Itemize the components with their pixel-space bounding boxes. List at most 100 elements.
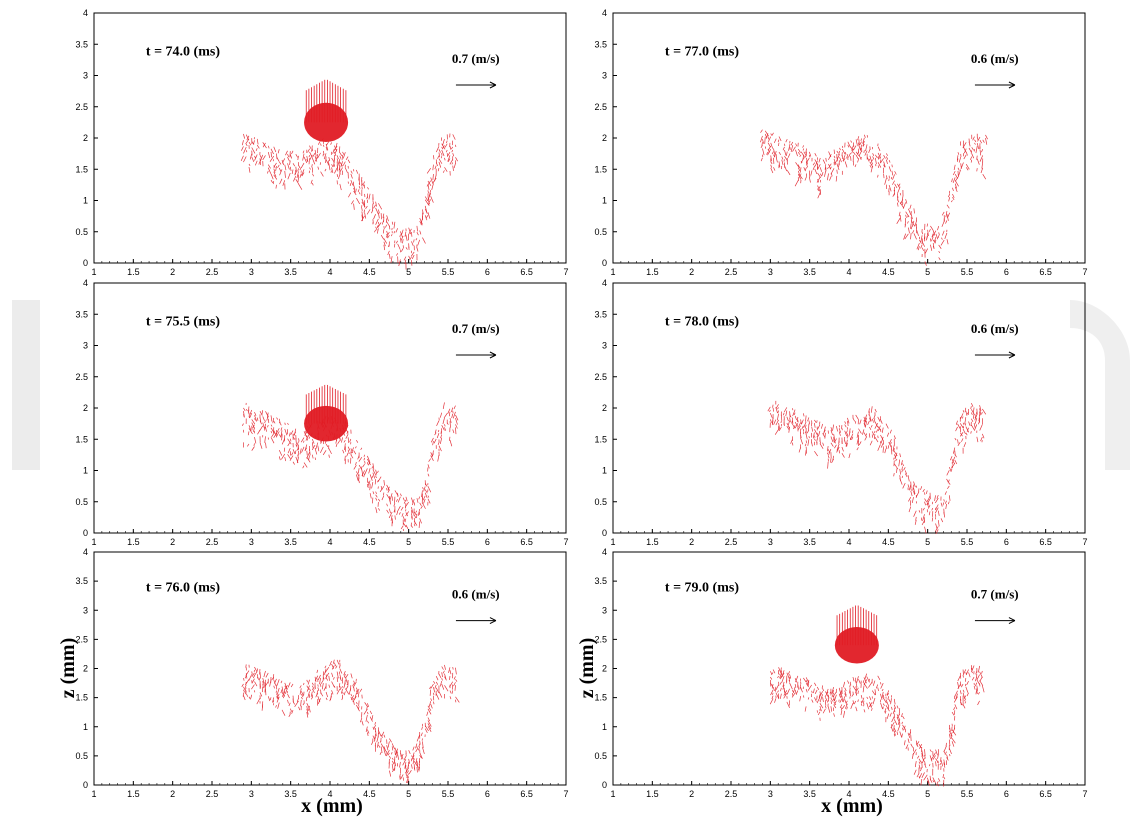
velocity-vector <box>404 518 407 522</box>
velocity-vector <box>899 475 901 481</box>
velocity-vector <box>924 760 926 766</box>
velocity-vector <box>889 712 892 717</box>
velocity-vector <box>325 672 330 679</box>
velocity-vector <box>277 149 280 154</box>
velocity-vector <box>935 749 938 756</box>
velocity-vector <box>827 446 829 452</box>
velocity-vector <box>795 143 798 147</box>
velocity-vector <box>820 423 823 429</box>
velocity-vector <box>347 437 350 443</box>
velocity-vector <box>935 761 937 767</box>
scale-arrow-head <box>489 617 497 625</box>
velocity-vector <box>261 410 264 416</box>
velocity-vector <box>302 703 305 706</box>
velocity-vector <box>348 192 352 198</box>
velocity-vector <box>889 429 892 434</box>
velocity-vector <box>857 157 860 163</box>
velocity-vector <box>962 416 964 419</box>
velocity-vector <box>930 225 934 231</box>
velocity-vector <box>328 448 332 455</box>
velocity-vector <box>972 407 975 414</box>
velocity-vector <box>799 695 801 702</box>
velocity-vector <box>893 727 897 733</box>
velocity-vector <box>871 690 876 696</box>
velocity-vector <box>921 520 925 526</box>
velocity-vector <box>332 148 335 154</box>
velocity-vector <box>924 763 927 768</box>
y-tick-label: 4 <box>602 8 607 18</box>
velocity-vector <box>913 233 917 240</box>
velocity-vector <box>844 421 846 424</box>
velocity-vector <box>434 432 437 436</box>
velocity-vector <box>357 189 360 193</box>
velocity-vector <box>773 167 776 171</box>
velocity-vector <box>297 168 299 172</box>
velocity-vector <box>814 422 816 428</box>
velocity-vector <box>780 667 782 674</box>
velocity-vector <box>805 449 807 456</box>
velocity-vector <box>918 764 921 769</box>
velocity-vector <box>353 203 355 210</box>
velocity-vector <box>804 167 807 171</box>
velocity-vector <box>905 199 908 204</box>
velocity-vector <box>829 163 832 167</box>
velocity-vector <box>350 170 353 174</box>
y-tick-label: 2 <box>83 403 88 413</box>
vector-field <box>769 665 985 787</box>
y-tick-label: 1.5 <box>594 693 607 703</box>
velocity-vector <box>432 440 434 446</box>
velocity-vector <box>254 437 257 444</box>
velocity-vector <box>305 438 308 441</box>
velocity-vector <box>350 695 354 701</box>
velocity-vector <box>814 689 818 694</box>
velocity-vector <box>361 211 364 218</box>
velocity-vector <box>259 692 263 697</box>
velocity-vector <box>267 164 271 169</box>
scale-label: 0.7 (m/s) <box>971 587 1019 602</box>
velocity-vector <box>886 693 890 696</box>
velocity-vector <box>877 444 881 451</box>
velocity-vector <box>831 458 834 464</box>
velocity-vector <box>832 424 835 431</box>
velocity-vector <box>299 167 302 171</box>
velocity-vector <box>325 159 329 164</box>
velocity-vector <box>358 464 362 470</box>
velocity-vector <box>278 161 282 165</box>
velocity-vector <box>248 674 253 681</box>
velocity-vector <box>964 701 967 704</box>
velocity-vector <box>300 693 304 698</box>
velocity-vector <box>926 780 931 786</box>
velocity-vector <box>793 686 796 693</box>
velocity-vector <box>391 763 394 771</box>
velocity-vector <box>971 670 973 674</box>
velocity-vector <box>897 719 901 725</box>
z-axis-label-left: z (mm) <box>57 638 79 699</box>
panel-2: 1 1.5 2 2.5 3 3.5 4 4.5 5 5.5 6 6.5 700.511.522.533.… <box>594 8 1087 277</box>
velocity-vector <box>330 693 332 701</box>
velocity-vector <box>903 467 906 471</box>
velocity-vector <box>279 169 283 176</box>
scale-arrow-head <box>1008 81 1016 89</box>
velocity-vector <box>320 446 324 454</box>
velocity-vector <box>807 679 810 686</box>
velocity-vector <box>273 430 277 437</box>
velocity-vector <box>352 698 354 701</box>
velocity-vector <box>948 495 951 501</box>
velocity-vector <box>903 725 906 731</box>
velocity-vector <box>808 170 811 178</box>
velocity-vector <box>863 432 867 438</box>
velocity-vector <box>951 741 955 747</box>
velocity-vector <box>874 689 877 696</box>
velocity-vector <box>904 233 909 240</box>
velocity-vector <box>262 155 266 161</box>
velocity-vector <box>839 704 843 709</box>
velocity-vector <box>807 684 812 691</box>
velocity-vector <box>844 687 847 692</box>
velocity-vector <box>885 423 889 429</box>
velocity-vector <box>932 230 936 236</box>
velocity-vector <box>962 425 965 429</box>
y-tick-label: 4 <box>83 278 88 288</box>
velocity-vector <box>345 167 348 173</box>
velocity-vector <box>813 688 815 694</box>
velocity-vector <box>306 685 310 690</box>
